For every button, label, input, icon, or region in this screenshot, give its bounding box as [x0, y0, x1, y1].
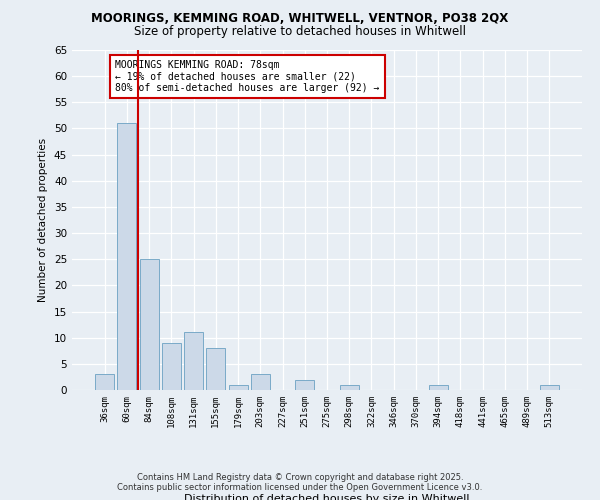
Text: Contains HM Land Registry data © Crown copyright and database right 2025.
Contai: Contains HM Land Registry data © Crown c…: [118, 473, 482, 492]
Bar: [162, 343, 181, 390]
Bar: [184, 332, 203, 390]
Text: Size of property relative to detached houses in Whitwell: Size of property relative to detached ho…: [134, 25, 466, 38]
Bar: [140, 259, 158, 390]
Bar: [229, 385, 248, 390]
Bar: [95, 374, 114, 390]
Bar: [340, 385, 359, 390]
Y-axis label: Number of detached properties: Number of detached properties: [38, 138, 49, 302]
Bar: [429, 385, 448, 390]
Text: MOORINGS, KEMMING ROAD, WHITWELL, VENTNOR, PO38 2QX: MOORINGS, KEMMING ROAD, WHITWELL, VENTNO…: [91, 12, 509, 26]
Bar: [295, 380, 314, 390]
Bar: [118, 123, 136, 390]
Bar: [206, 348, 225, 390]
Text: MOORINGS KEMMING ROAD: 78sqm
← 19% of detached houses are smaller (22)
80% of se: MOORINGS KEMMING ROAD: 78sqm ← 19% of de…: [115, 60, 380, 94]
X-axis label: Distribution of detached houses by size in Whitwell: Distribution of detached houses by size …: [184, 494, 470, 500]
Bar: [251, 374, 270, 390]
Bar: [540, 385, 559, 390]
